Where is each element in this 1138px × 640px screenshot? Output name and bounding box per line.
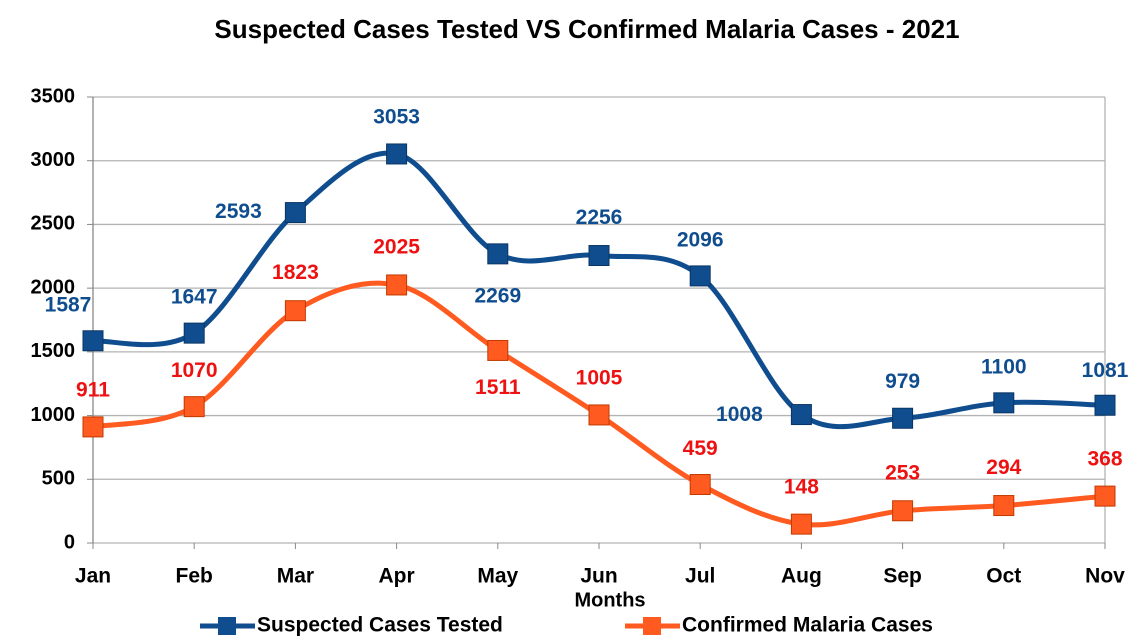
marker bbox=[892, 407, 914, 429]
marker bbox=[386, 274, 408, 296]
y-tick-label: 3500 bbox=[31, 85, 76, 107]
data-label: 979 bbox=[885, 370, 920, 393]
legend-marker bbox=[643, 617, 661, 635]
marker bbox=[284, 300, 306, 322]
data-label: 1005 bbox=[576, 366, 623, 389]
data-label: 2269 bbox=[474, 284, 521, 307]
x-tick-label: Jan bbox=[75, 565, 111, 588]
x-tick-label: Oct bbox=[986, 565, 1021, 588]
data-label: 3053 bbox=[373, 106, 420, 129]
data-label: 2256 bbox=[576, 206, 623, 229]
marker bbox=[588, 404, 610, 426]
marker bbox=[386, 143, 408, 165]
data-label: 911 bbox=[76, 378, 110, 401]
data-label: 1647 bbox=[171, 286, 218, 309]
marker bbox=[82, 330, 104, 352]
line bbox=[92, 280, 1106, 528]
x-tick-label: Feb bbox=[176, 565, 213, 588]
data-label: 459 bbox=[683, 437, 718, 460]
marker bbox=[892, 500, 914, 522]
data-label: 1587 bbox=[45, 293, 92, 316]
data-label: 1100 bbox=[981, 355, 1027, 378]
x-axis-label: Months bbox=[574, 589, 645, 611]
marker bbox=[1094, 485, 1116, 507]
data-label: 1081 bbox=[1082, 359, 1129, 382]
marker bbox=[183, 322, 205, 344]
y-tick-label: 1500 bbox=[31, 340, 76, 362]
marker bbox=[1094, 394, 1116, 416]
marker bbox=[284, 202, 306, 224]
marker bbox=[993, 495, 1015, 517]
y-tick-label: 3000 bbox=[31, 149, 76, 171]
marker bbox=[993, 392, 1015, 414]
chart-title: Suspected Cases Tested VS Confirmed Mala… bbox=[214, 14, 960, 44]
x-tick-label: Aug bbox=[781, 565, 822, 588]
data-label: 2025 bbox=[373, 236, 420, 259]
y-tick-label: 500 bbox=[42, 468, 75, 490]
legend-label: Suspected Cases Tested bbox=[257, 614, 503, 637]
marker bbox=[689, 474, 711, 496]
data-label: 294 bbox=[986, 456, 1021, 479]
marker bbox=[82, 416, 104, 438]
marker bbox=[790, 513, 812, 535]
x-tick-label: Jun bbox=[580, 565, 617, 588]
legend-label: Confirmed Malaria Cases bbox=[682, 614, 933, 637]
y-tick-label: 2500 bbox=[31, 213, 76, 235]
y-tick-label: 2000 bbox=[31, 276, 76, 298]
marker bbox=[183, 396, 205, 418]
x-tick-label: Nov bbox=[1085, 565, 1125, 588]
x-tick-label: Apr bbox=[379, 565, 415, 588]
data-label: 1070 bbox=[171, 359, 218, 382]
data-label: 1008 bbox=[716, 403, 763, 426]
data-label: 368 bbox=[1087, 448, 1122, 471]
x-tick-label: Jul bbox=[685, 565, 715, 588]
y-tick-label: 0 bbox=[64, 531, 75, 553]
x-tick-label: Sep bbox=[883, 565, 922, 588]
data-label: 253 bbox=[885, 461, 920, 484]
data-label: 1511 bbox=[475, 376, 521, 399]
marker bbox=[487, 339, 509, 361]
y-tick-label: 1000 bbox=[31, 404, 76, 426]
x-tick-label: May bbox=[477, 565, 518, 588]
data-label: 2096 bbox=[677, 228, 724, 251]
marker bbox=[588, 245, 610, 267]
data-label: 1823 bbox=[272, 261, 319, 284]
legend-marker bbox=[218, 617, 236, 635]
data-label: 2593 bbox=[215, 200, 262, 223]
marker bbox=[689, 265, 711, 287]
x-tick-label: Mar bbox=[277, 565, 314, 588]
data-label: 148 bbox=[784, 476, 819, 499]
marker bbox=[790, 404, 812, 426]
marker bbox=[487, 243, 509, 265]
